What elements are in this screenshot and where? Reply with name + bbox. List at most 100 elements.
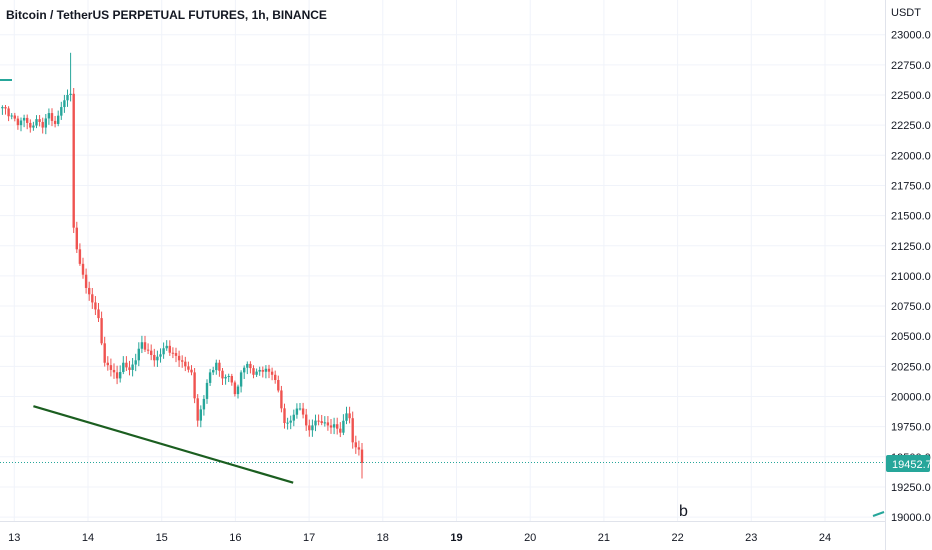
candle	[16, 115, 20, 130]
candle	[261, 366, 264, 378]
candle	[196, 394, 199, 427]
candle-body	[63, 100, 66, 108]
candle-body	[32, 125, 35, 128]
candle	[348, 406, 351, 424]
candle	[345, 406, 348, 425]
y-tick-label: 21000.0	[891, 271, 931, 283]
candle	[246, 361, 249, 375]
candle-body	[137, 348, 140, 361]
candle-body	[69, 93, 72, 95]
candle	[233, 380, 237, 397]
candle	[122, 356, 125, 375]
candle-body	[16, 118, 20, 126]
candle	[22, 114, 26, 128]
candle	[351, 411, 354, 449]
candle	[63, 94, 66, 113]
candle-body	[329, 425, 333, 428]
candle	[295, 403, 299, 419]
candle	[181, 355, 184, 368]
candle	[159, 348, 162, 363]
candle-body	[239, 372, 243, 387]
candle	[342, 414, 345, 436]
candle-body	[199, 409, 202, 421]
y-tick-label: 19250.0	[891, 482, 931, 494]
candle	[125, 356, 128, 372]
x-tick-label: 20	[524, 532, 536, 544]
candle-body	[119, 372, 122, 379]
candle-body	[267, 368, 271, 372]
x-tick-label: 24	[819, 532, 831, 544]
y-tick-label: 20000.0	[891, 392, 931, 404]
y-tick-label: 22750.0	[891, 60, 931, 72]
candle-body	[236, 386, 240, 395]
candle-body	[162, 348, 165, 355]
candle-body	[91, 294, 94, 303]
candle-body	[218, 362, 221, 371]
candle	[128, 360, 131, 376]
candle	[50, 108, 54, 127]
candle-body	[35, 119, 38, 126]
candle	[119, 365, 122, 383]
candle-body	[97, 309, 100, 319]
candle	[280, 385, 283, 413]
candle	[224, 374, 227, 385]
candle	[35, 115, 38, 129]
candle	[32, 121, 35, 131]
candle-body	[165, 345, 168, 349]
candle	[252, 365, 255, 379]
candle-body	[208, 372, 212, 383]
x-tick-label: 15	[156, 532, 168, 544]
candle	[26, 114, 29, 130]
candle-body	[314, 420, 317, 426]
candle-body	[351, 418, 354, 443]
candle-body	[50, 113, 54, 121]
candle	[193, 367, 196, 404]
candle	[354, 435, 357, 454]
candle-body	[19, 120, 23, 126]
x-tick-label: 17	[303, 532, 315, 544]
candle	[184, 356, 187, 372]
candle	[270, 367, 274, 381]
candle	[289, 415, 292, 430]
candle-body	[301, 408, 305, 415]
candle-body	[140, 342, 144, 349]
candle-body	[171, 352, 175, 354]
candle-body	[264, 368, 268, 372]
candle-body	[41, 121, 44, 128]
candle-body	[339, 428, 342, 433]
y-tick-label: 22000.0	[891, 150, 931, 162]
x-tick-label: 23	[745, 532, 757, 544]
candle	[323, 416, 326, 427]
candle-body	[246, 363, 249, 368]
candle	[255, 368, 258, 377]
candle	[317, 414, 320, 426]
chart-title: Bitcoin / TetherUS PERPETUAL FUTURES, 1h…	[6, 8, 327, 22]
candles	[1, 52, 364, 479]
candle-body	[53, 120, 57, 124]
candle-body	[4, 107, 7, 109]
candle	[212, 366, 215, 376]
candle-body	[150, 350, 153, 355]
candle	[156, 350, 159, 367]
candle	[94, 296, 97, 316]
candle	[258, 366, 261, 376]
candle-body	[156, 356, 159, 361]
candle-body	[360, 449, 364, 463]
candle-body	[289, 420, 292, 423]
candle-body	[103, 343, 106, 363]
candle	[75, 221, 78, 253]
candle-body	[233, 382, 237, 395]
candle	[97, 303, 100, 323]
candle	[112, 363, 116, 379]
candle-body	[1, 107, 4, 109]
candle-body	[311, 425, 314, 431]
candle-body	[177, 355, 181, 361]
x-tick-label: 19	[450, 532, 462, 544]
candle	[286, 417, 289, 430]
candle	[106, 356, 109, 371]
y-tick-label: 20750.0	[891, 301, 931, 313]
x-axis[interactable]: 13 14 15 16 17 18 19 20 21 22 23 24	[8, 532, 831, 544]
candle	[298, 403, 302, 411]
candle	[190, 365, 193, 376]
